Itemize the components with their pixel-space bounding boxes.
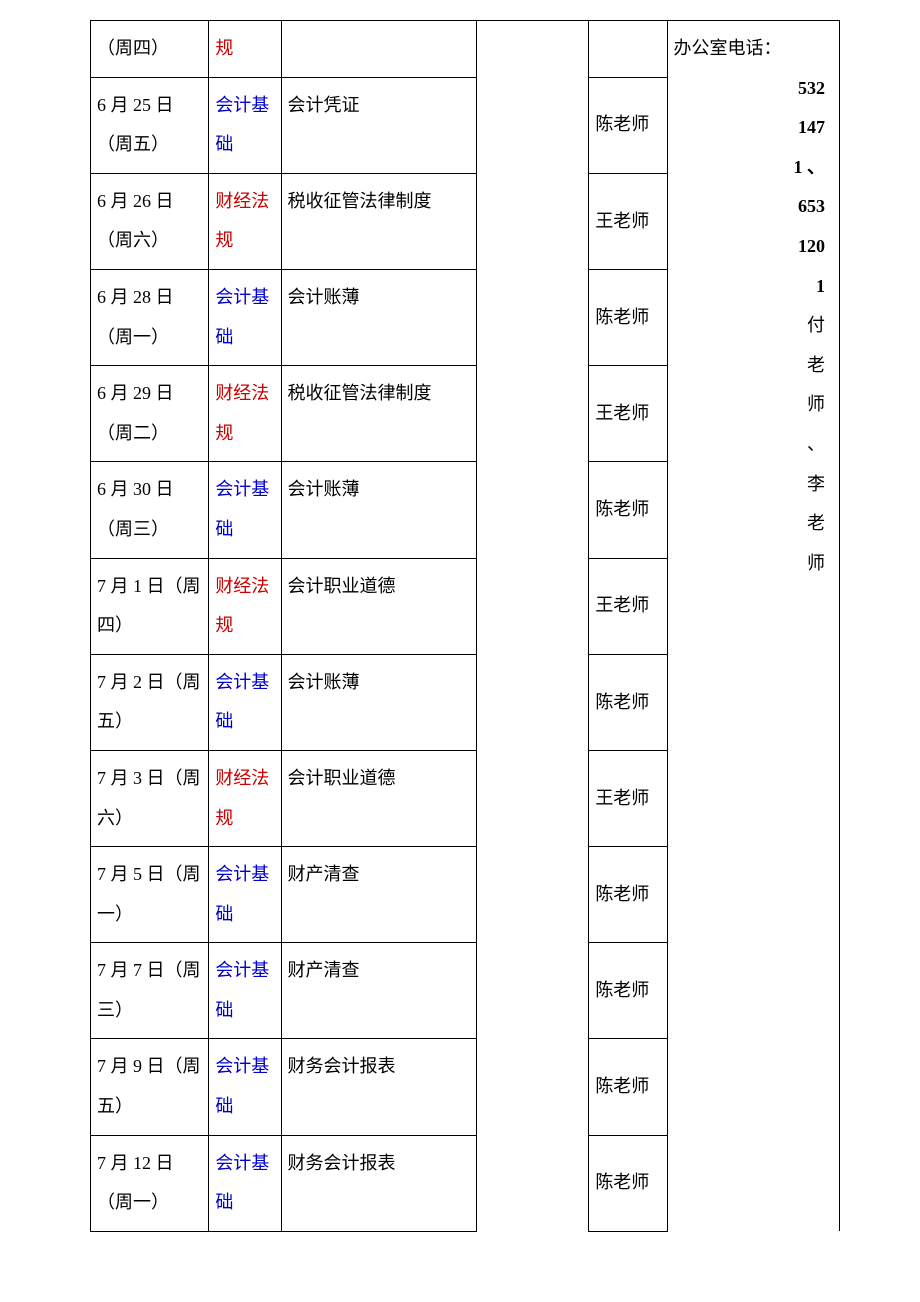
content-cell: 税收征管法律制度 (281, 173, 477, 269)
content-cell: 会计账薄 (281, 462, 477, 558)
content-cell: 财务会计报表 (281, 1039, 477, 1135)
subject-cell: 财经法规 (209, 366, 281, 462)
content-cell: 会计职业道德 (281, 750, 477, 846)
date-cell: 7 月 7 日（周三） (91, 943, 209, 1039)
teacher-cell: 王老师 (589, 173, 667, 269)
subject-cell: 会计基础 (209, 654, 281, 750)
subject-cell: 财经法规 (209, 558, 281, 654)
content-cell: 会计凭证 (281, 77, 477, 173)
subject-cell: 会计基础 (209, 269, 281, 365)
content-cell: 税收征管法律制度 (281, 366, 477, 462)
contact-names: 付老师、李老师 (674, 306, 833, 583)
subject-cell: 会计基础 (209, 1039, 281, 1135)
notes-cell: 办公室电话：5321471 、6531201付老师、李老师 (667, 21, 839, 1232)
content-cell (281, 21, 477, 78)
subject-cell: 会计基础 (209, 847, 281, 943)
teacher-cell (589, 21, 667, 78)
content-cell: 财产清查 (281, 943, 477, 1039)
date-cell: 7 月 1 日（周四） (91, 558, 209, 654)
date-cell: 7 月 3 日（周六） (91, 750, 209, 846)
date-cell: 6 月 25 日（周五） (91, 77, 209, 173)
content-cell: 会计职业道德 (281, 558, 477, 654)
date-cell: 6 月 29 日（周二） (91, 366, 209, 462)
teacher-cell: 陈老师 (589, 462, 667, 558)
teacher-cell: 陈老师 (589, 77, 667, 173)
date-cell: 6 月 26 日（周六） (91, 173, 209, 269)
teacher-cell: 陈老师 (589, 654, 667, 750)
subject-cell: 规 (209, 21, 281, 78)
content-cell: 会计账薄 (281, 654, 477, 750)
teacher-cell: 陈老师 (589, 943, 667, 1039)
teacher-cell: 陈老师 (589, 847, 667, 943)
table-row: （周四）规办公室电话：5321471 、6531201付老师、李老师 (91, 21, 840, 78)
subject-cell: 财经法规 (209, 173, 281, 269)
date-cell: 7 月 2 日（周五） (91, 654, 209, 750)
date-cell: 7 月 12 日（周一） (91, 1135, 209, 1231)
date-cell: （周四） (91, 21, 209, 78)
spacer-cell (477, 21, 589, 1232)
content-cell: 会计账薄 (281, 269, 477, 365)
office-phone-label: 办公室电话： (674, 29, 833, 69)
teacher-cell: 陈老师 (589, 269, 667, 365)
content-cell: 财产清查 (281, 847, 477, 943)
date-cell: 6 月 30 日（周三） (91, 462, 209, 558)
subject-cell: 会计基础 (209, 462, 281, 558)
date-cell: 7 月 9 日（周五） (91, 1039, 209, 1135)
date-cell: 6 月 28 日（周一） (91, 269, 209, 365)
teacher-cell: 王老师 (589, 558, 667, 654)
teacher-cell: 陈老师 (589, 1039, 667, 1135)
phone-numbers: 5321471 、6531201 (674, 69, 833, 307)
teacher-cell: 陈老师 (589, 1135, 667, 1231)
date-cell: 7 月 5 日（周一） (91, 847, 209, 943)
teacher-cell: 王老师 (589, 366, 667, 462)
subject-cell: 财经法规 (209, 750, 281, 846)
subject-cell: 会计基础 (209, 943, 281, 1039)
subject-cell: 会计基础 (209, 1135, 281, 1231)
content-cell: 财务会计报表 (281, 1135, 477, 1231)
subject-cell: 会计基础 (209, 77, 281, 173)
schedule-table: （周四）规 办公室电话：5321471 、6531201付老师、李老师 6 月 25… (90, 20, 840, 1232)
teacher-cell: 王老师 (589, 750, 667, 846)
